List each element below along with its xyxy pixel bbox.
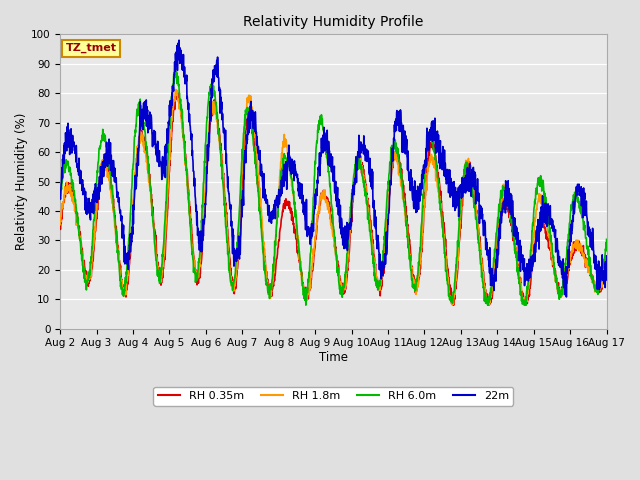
X-axis label: Time: Time bbox=[319, 351, 348, 364]
Title: Relativity Humidity Profile: Relativity Humidity Profile bbox=[243, 15, 424, 29]
Text: TZ_tmet: TZ_tmet bbox=[65, 43, 116, 53]
Legend: RH 0.35m, RH 1.8m, RH 6.0m, 22m: RH 0.35m, RH 1.8m, RH 6.0m, 22m bbox=[154, 386, 513, 406]
Y-axis label: Relativity Humidity (%): Relativity Humidity (%) bbox=[15, 113, 28, 250]
